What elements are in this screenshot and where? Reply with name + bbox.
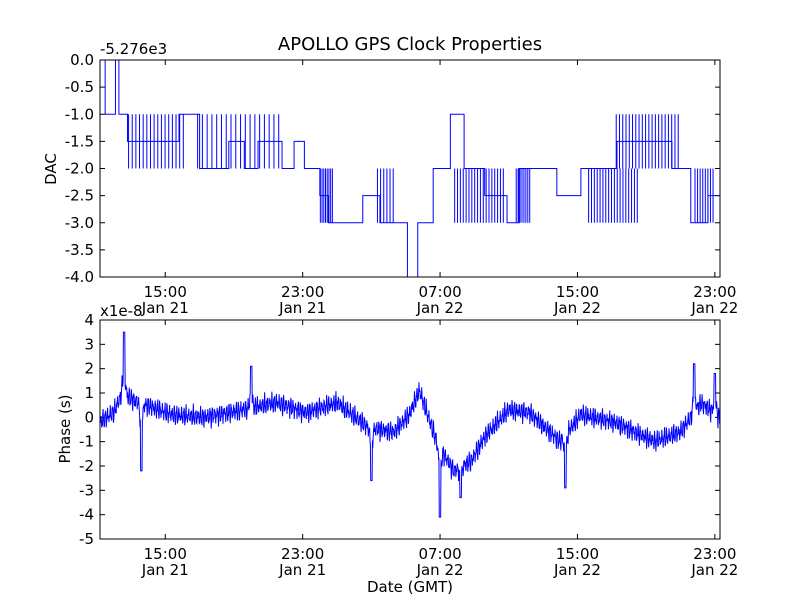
- phase-y-tick-label: -1: [79, 433, 94, 451]
- dac-y-tick-label: -3.5: [65, 241, 94, 259]
- dac-y-tick-label: -2.5: [65, 187, 94, 205]
- dac-y-tick-label: -4.0: [65, 268, 94, 286]
- phase-y-tick-label: 1: [84, 384, 94, 402]
- dac-y-tick-label: -1.5: [65, 132, 94, 150]
- bottom-offset-label: x1e-8: [100, 302, 143, 320]
- phase-y-tick: -1: [79, 433, 720, 451]
- dac-y-tick: -0.5: [65, 78, 720, 96]
- phase-line: [99, 331, 721, 518]
- phase-x-tick-label-date: Jan 22: [416, 561, 464, 579]
- phase-x-tick-label-time: 23:00: [693, 545, 736, 563]
- phase-y-tick-label: -2: [79, 457, 94, 475]
- dac-x-tick-label-time: 23:00: [693, 283, 736, 301]
- phase-y-tick-label: 2: [84, 360, 94, 378]
- phase-y-tick-label: -3: [79, 481, 94, 499]
- phase-x-tick-label-date: Jan 21: [278, 561, 326, 579]
- phase-plot-border: [99, 319, 721, 540]
- dac-y-tick-label: -3.0: [65, 214, 94, 232]
- phase-y-tick: -4: [79, 506, 720, 524]
- phase-series: [99, 331, 721, 518]
- top-offset-label: -5.276e3: [100, 40, 167, 58]
- phase-y-tick-label: -5: [79, 530, 94, 548]
- phase-y-tick: 3: [84, 335, 720, 353]
- dac-plot-frame: [99, 59, 721, 278]
- dac-x-tick-label-time: 15:00: [144, 283, 187, 301]
- phase-y-tick: -3: [79, 481, 720, 499]
- top-y-axis-label: DAC: [42, 153, 60, 185]
- dac-line: [100, 59, 720, 278]
- dac-y-tick: -2.0: [65, 160, 720, 178]
- phase-x-tick-label-date: Jan 22: [690, 561, 738, 579]
- dac-y-tick-label: -2.0: [65, 160, 94, 178]
- dac-series: [100, 59, 720, 278]
- phase-x-tick-label-date: Jan 22: [553, 561, 601, 579]
- phase-y-tick-label: -4: [79, 506, 94, 524]
- dac-y-tick: -1.0: [65, 105, 720, 123]
- dac-x-tick-label-date: Jan 21: [141, 299, 189, 317]
- dac-x-tick-label-time: 07:00: [418, 283, 461, 301]
- phase-y-tick-label: 3: [84, 335, 94, 353]
- phase-x-tick-label-time: 23:00: [281, 545, 324, 563]
- dac-y-tick: -1.5: [65, 132, 720, 150]
- dac-y-tick-label: 0.0: [70, 51, 94, 69]
- dac-y-tick: -3.5: [65, 241, 720, 259]
- phase-x-tick-label-time: 07:00: [418, 545, 461, 563]
- dac-y-tick-label: -0.5: [65, 78, 94, 96]
- phase-x-tick-label-time: 15:00: [556, 545, 599, 563]
- dac-x-tick-label-time: 15:00: [556, 283, 599, 301]
- dac-x-tick-label-date: Jan 22: [416, 299, 464, 317]
- phase-x-tick-label-time: 15:00: [144, 545, 187, 563]
- dac-x-tick-label-date: Jan 22: [553, 299, 601, 317]
- dac-plot-border: [99, 59, 721, 278]
- dac-y-tick: -3.0: [65, 214, 720, 232]
- bottom-y-axis-label: Phase (s): [56, 394, 74, 463]
- dac-x-tick-label-date: Jan 21: [278, 299, 326, 317]
- phase-y-tick: 2: [84, 360, 720, 378]
- phase-plot-frame: [99, 319, 721, 540]
- dac-x-tick-label-date: Jan 22: [690, 299, 738, 317]
- phase-y-tick-label: 0: [84, 408, 94, 426]
- x-axis-label: Date (GMT): [367, 578, 453, 596]
- chart-title: APOLLO GPS Clock Properties: [278, 34, 542, 55]
- dac-x-tick-label-time: 23:00: [281, 283, 324, 301]
- phase-y-tick: -2: [79, 457, 720, 475]
- phase-x-tick-label-date: Jan 21: [141, 561, 189, 579]
- phase-y-tick-label: 4: [84, 311, 94, 329]
- dac-y-tick-label: -1.0: [65, 105, 94, 123]
